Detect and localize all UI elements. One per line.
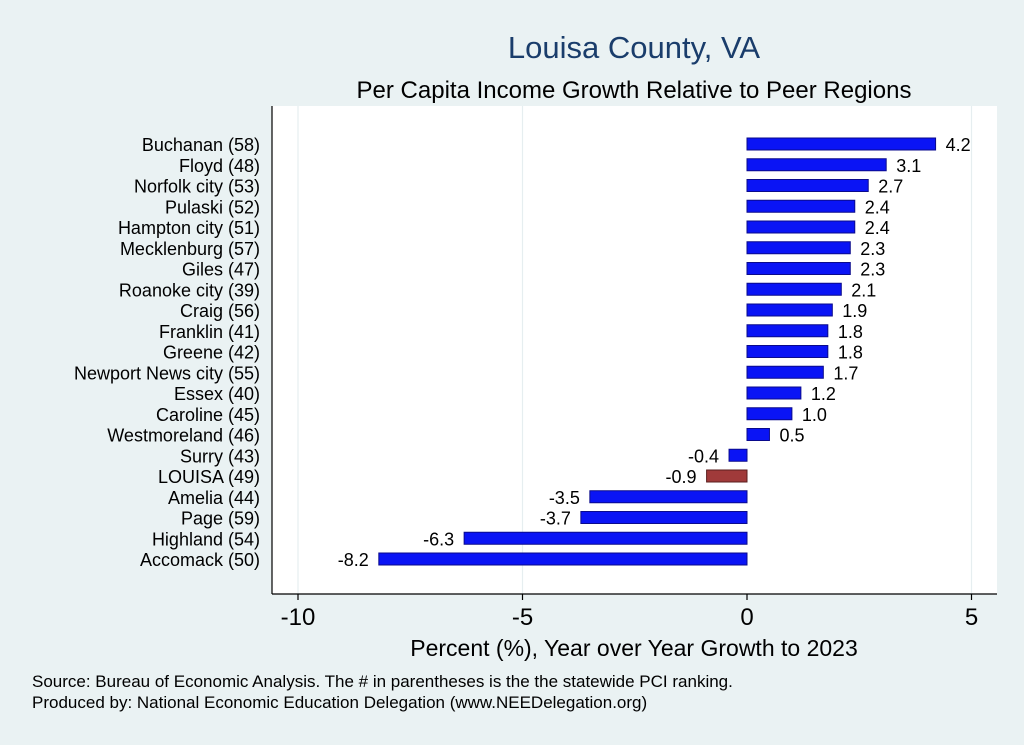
data-label: 1.9 (842, 301, 867, 321)
category-label: Caroline (45) (156, 405, 260, 425)
category-label: Roanoke city (39) (119, 280, 260, 300)
bar (746, 137, 937, 151)
bar (463, 531, 748, 545)
data-label: 1.8 (838, 322, 863, 342)
data-label: -0.9 (666, 467, 697, 487)
chart-subtitle: Per Capita Income Growth Relative to Pee… (357, 77, 912, 104)
source-note: Source: Bureau of Economic Analysis. The… (32, 672, 733, 691)
bar (746, 345, 829, 358)
x-tick-label: -5 (512, 604, 533, 631)
data-label: 2.3 (860, 260, 885, 280)
data-label: 1.7 (833, 363, 858, 383)
data-label: -0.4 (688, 446, 719, 466)
category-label: Newport News city (55) (74, 363, 260, 383)
bar (746, 324, 829, 338)
bar (746, 428, 770, 441)
category-label: Norfolk city (53) (134, 177, 260, 197)
data-label: -6.3 (423, 529, 454, 549)
x-axis: -10 -5 0 5 (271, 106, 997, 631)
bar (746, 365, 824, 379)
chart-title: Louisa County, VA (508, 30, 760, 65)
bar (589, 490, 748, 504)
bar (706, 469, 748, 483)
producer-note: Produced by: National Economic Education… (32, 693, 648, 712)
category-label: Essex (40) (174, 384, 260, 404)
category-label: Accomack (50) (140, 550, 260, 570)
category-label: Highland (54) (152, 529, 260, 549)
x-tick-label: 0 (740, 604, 753, 631)
category-label: Amelia (44) (168, 488, 260, 508)
category-label: Franklin (41) (159, 322, 260, 342)
bar (378, 552, 748, 566)
category-label: Buchanan (58) (142, 135, 260, 155)
bar (746, 158, 887, 172)
data-label: 2.3 (860, 239, 885, 259)
gridlines (297, 106, 973, 594)
category-label: Westmoreland (46) (107, 426, 260, 446)
bar-chart: Louisa County, VA Per Capita Income Grow… (74, 30, 997, 661)
category-label: Craig (56) (180, 301, 260, 321)
data-label: -3.5 (549, 488, 580, 508)
category-label: Floyd (48) (179, 156, 260, 176)
data-label: 1.0 (802, 405, 827, 425)
data-label: -8.2 (338, 550, 369, 570)
x-tick-label: -10 (281, 604, 316, 631)
category-label: Mecklenburg (57) (120, 239, 260, 259)
data-label: 0.5 (779, 426, 804, 446)
data-label: 1.2 (811, 384, 836, 404)
bar (746, 241, 851, 255)
bar (746, 407, 793, 421)
bar (728, 448, 748, 462)
bar (746, 303, 833, 317)
bar (746, 220, 856, 234)
category-label: Page (59) (181, 509, 260, 529)
category-label: Giles (47) (182, 260, 260, 280)
bar (746, 386, 802, 400)
data-label: 3.1 (896, 156, 921, 176)
data-label: 4.2 (946, 135, 971, 155)
bar (746, 179, 869, 192)
bars-group: 4.23.12.72.42.42.32.32.11.91.81.81.71.21… (338, 135, 971, 570)
footer: Source: Bureau of Economic Analysis. The… (32, 671, 733, 713)
x-tick-label: 5 (965, 604, 978, 631)
data-label: 1.8 (838, 343, 863, 363)
bar (746, 199, 856, 213)
bar (746, 262, 851, 275)
category-label: Pulaski (52) (165, 197, 260, 217)
category-label: Hampton city (51) (118, 218, 260, 238)
bar (580, 511, 748, 524)
data-label: 2.4 (865, 218, 890, 238)
category-label: Surry (43) (180, 446, 260, 466)
category-labels: Buchanan (58)Floyd (48)Norfolk city (53)… (74, 135, 260, 570)
data-label: 2.1 (851, 280, 876, 300)
data-label: 2.4 (865, 197, 890, 217)
data-label: 2.7 (878, 177, 903, 197)
category-label: Greene (42) (163, 343, 260, 363)
data-label: -3.7 (540, 509, 571, 529)
x-axis-label: Percent (%), Year over Year Growth to 20… (410, 635, 858, 661)
category-label: LOUISA (49) (158, 467, 260, 487)
bar (746, 282, 842, 296)
